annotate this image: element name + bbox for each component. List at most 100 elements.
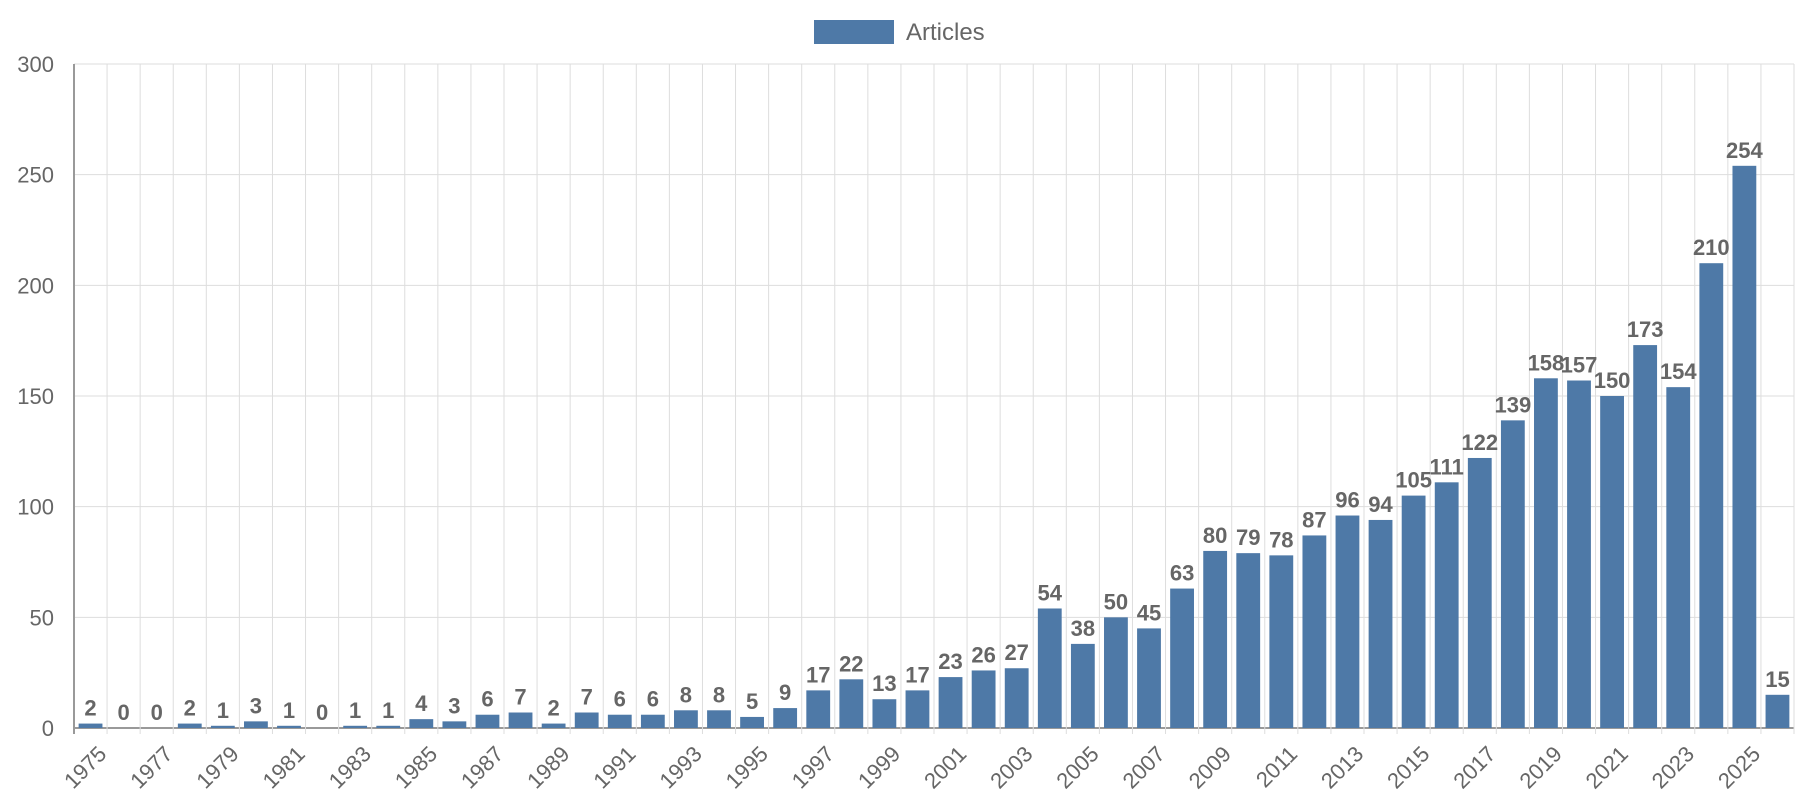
x-tick-label: 1985: [390, 741, 442, 793]
bar-1991[interactable]: [607, 714, 632, 728]
bar-1979[interactable]: [210, 725, 235, 728]
bar-1985[interactable]: [409, 719, 434, 728]
data-label-1996: 9: [779, 680, 791, 705]
bar-2016[interactable]: [1434, 482, 1459, 728]
bar-2018[interactable]: [1500, 420, 1525, 728]
bar-2021[interactable]: [1600, 396, 1624, 728]
bar-1983[interactable]: [343, 725, 368, 728]
data-label-2009: 80: [1203, 523, 1227, 548]
data-label-1993: 8: [680, 682, 692, 707]
x-tick-label: 2001: [919, 741, 971, 793]
bar-1975[interactable]: [78, 723, 103, 728]
bar-1987[interactable]: [475, 714, 500, 728]
bar-2009[interactable]: [1203, 550, 1228, 728]
bar-2023[interactable]: [1666, 387, 1691, 728]
bar-2003[interactable]: [1004, 668, 1029, 728]
bar-2019[interactable]: [1534, 378, 1558, 728]
data-label-2003: 27: [1004, 640, 1028, 665]
bar-1990[interactable]: [574, 712, 599, 728]
x-tick-label: 1981: [258, 741, 310, 793]
x-tick-label: 2011: [1251, 741, 1302, 792]
x-tick-label: 2017: [1448, 741, 1500, 793]
bar-2004[interactable]: [1037, 608, 1062, 728]
bar-2006[interactable]: [1104, 617, 1128, 728]
bar-2011[interactable]: [1269, 555, 1294, 728]
bar-1986[interactable]: [442, 721, 467, 728]
legend[interactable]: Articles: [814, 19, 985, 46]
data-label-1980: 3: [250, 693, 262, 718]
bar-2020[interactable]: [1567, 380, 1591, 728]
bar-1993[interactable]: [674, 710, 698, 728]
x-tick-label: 1993: [654, 741, 706, 793]
bar-2014[interactable]: [1368, 519, 1393, 728]
data-label-1986: 3: [448, 693, 460, 718]
data-label-2006: 50: [1104, 589, 1128, 614]
gridlines: [73, 63, 1795, 734]
bar-1997[interactable]: [806, 690, 831, 728]
x-tick-label: 1975: [59, 741, 111, 793]
x-tick-label: 1989: [522, 741, 574, 793]
legend-swatch-articles: [814, 20, 894, 44]
bar-2008[interactable]: [1170, 588, 1194, 728]
data-label-2022: 173: [1627, 317, 1664, 342]
y-tick-label: 50: [30, 605, 54, 630]
y-tick-label: 0: [42, 716, 54, 741]
bar-1989[interactable]: [541, 723, 566, 728]
bar-1995[interactable]: [740, 716, 764, 728]
y-tick-label: 200: [17, 273, 54, 298]
data-label-2021: 150: [1594, 368, 1631, 393]
bar-2015[interactable]: [1401, 495, 1426, 728]
data-label-1982: 0: [316, 700, 328, 725]
bar-1978[interactable]: [177, 723, 202, 728]
data-label-1992: 6: [647, 687, 659, 712]
bar-1996[interactable]: [773, 708, 798, 728]
bar-1984[interactable]: [376, 725, 401, 728]
bar-2002[interactable]: [971, 670, 996, 728]
bar-2007[interactable]: [1137, 628, 1161, 728]
bar-2010[interactable]: [1236, 553, 1261, 728]
bar-1999[interactable]: [872, 699, 897, 728]
bar-2026[interactable]: [1765, 694, 1790, 728]
bar-2013[interactable]: [1335, 515, 1360, 728]
data-label-2016: 111: [1430, 454, 1464, 479]
x-tick-label: 2023: [1647, 741, 1699, 793]
x-tick-label: 2015: [1382, 741, 1434, 793]
data-label-1997: 17: [806, 662, 830, 687]
bar-2025[interactable]: [1732, 165, 1757, 728]
bar-2017[interactable]: [1467, 457, 1492, 728]
x-tick-label: 2003: [985, 741, 1037, 793]
bar-2022[interactable]: [1633, 345, 1658, 728]
data-label-2013: 96: [1335, 488, 1359, 513]
bar-2005[interactable]: [1070, 643, 1095, 728]
bar-1994[interactable]: [707, 710, 731, 728]
data-label-2024: 210: [1693, 235, 1730, 260]
data-label-2000: 17: [905, 662, 929, 687]
x-tick-label: 2013: [1316, 741, 1368, 793]
x-tick-label: 2009: [1184, 741, 1236, 793]
bar-2012[interactable]: [1302, 535, 1327, 728]
bar-1992[interactable]: [640, 714, 665, 728]
x-tick-label: 1995: [721, 741, 773, 793]
data-label-1995: 5: [746, 689, 758, 714]
bar-2024[interactable]: [1699, 263, 1724, 728]
bar-1981[interactable]: [277, 725, 301, 728]
data-label-2005: 38: [1071, 616, 1095, 641]
data-label-2026: 15: [1765, 667, 1789, 692]
data-label-2020: 157: [1561, 353, 1598, 378]
x-tick-label: 2005: [1051, 741, 1103, 793]
data-label-1999: 13: [872, 671, 896, 696]
data-label-1989: 2: [547, 696, 559, 721]
x-tick-label: 1977: [125, 741, 177, 793]
data-label-2018: 139: [1494, 392, 1531, 417]
data-label-2012: 87: [1302, 507, 1326, 532]
data-label-2017: 122: [1461, 430, 1498, 455]
bar-1980[interactable]: [244, 721, 268, 728]
bar-1988[interactable]: [508, 712, 533, 728]
bar-2001[interactable]: [938, 677, 963, 728]
data-label-2001: 23: [938, 649, 962, 674]
data-label-1979: 1: [217, 698, 229, 723]
bar-1998[interactable]: [839, 679, 864, 728]
data-label-1981: 1: [283, 698, 295, 723]
bar-2000[interactable]: [905, 690, 930, 728]
